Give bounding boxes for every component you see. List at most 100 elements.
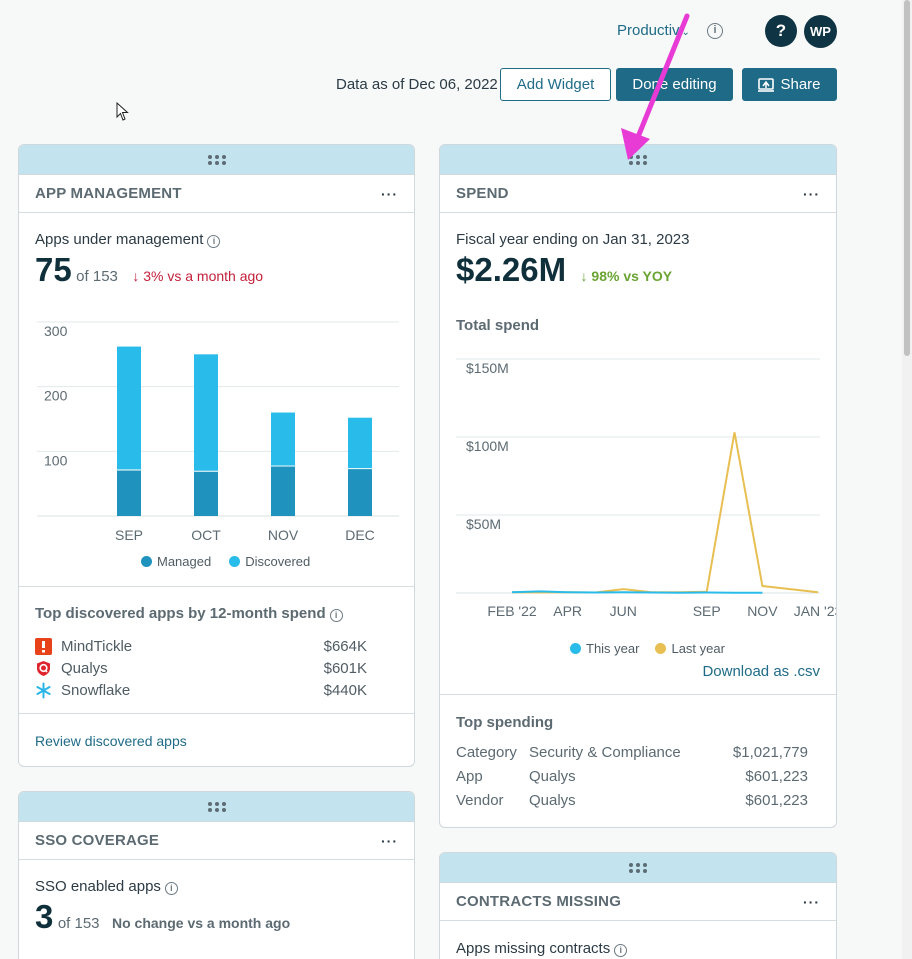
sso-coverage-card: SSO COVERAGE ··· SSO enabled apps i 3 of … <box>18 791 415 959</box>
scrollbar-thumb[interactable] <box>904 0 910 356</box>
drag-dots-icon <box>629 862 647 873</box>
card-title: SPEND <box>456 185 509 202</box>
qualys-icon <box>37 661 50 676</box>
info-icon[interactable]: i <box>207 235 221 248</box>
drag-dots-icon <box>629 154 647 165</box>
legend-managed-dot <box>141 556 152 567</box>
series-line-this-year <box>511 590 763 594</box>
bar-managed-dec <box>348 468 372 516</box>
legend-last-year: Last year <box>671 641 725 656</box>
mindtickle-icon <box>35 638 52 655</box>
x-tick-label: NOV <box>268 527 299 543</box>
top-apps-title: Top discovered apps by 12-month spend <box>35 605 326 622</box>
share-icon <box>758 78 775 92</box>
legend-this-year: This year <box>586 641 640 656</box>
card-title: APP MANAGEMENT <box>35 185 182 202</box>
mouse-cursor-icon <box>116 102 129 121</box>
metric-value: $2.26M <box>456 251 567 288</box>
x-tick-label: OCT <box>191 527 221 543</box>
drag-dots-icon <box>207 154 226 165</box>
environment-dropdown[interactable]: Productiv ⌄ <box>617 22 690 39</box>
bar-managed-nov <box>271 465 295 516</box>
x-tick-label: JUN <box>610 603 637 619</box>
chart-legend: This year Last year <box>570 641 725 656</box>
metric-total: of 153 <box>57 915 100 932</box>
bar-discovered-dec <box>348 417 372 469</box>
more-options-button[interactable]: ··· <box>803 185 820 202</box>
drag-handle[interactable] <box>19 145 414 175</box>
metric-delta: ↓ 3% vs a month ago <box>132 268 264 284</box>
list-item[interactable]: Snowflake $440K <box>35 682 367 699</box>
chevron-down-icon: ⌄ <box>681 27 690 38</box>
drag-handle[interactable] <box>440 853 836 883</box>
x-tick-label: FEB '22 <box>487 603 537 619</box>
y-tick-label: $150M <box>466 360 509 376</box>
list-item[interactable]: MindTickle $664K <box>35 638 367 655</box>
legend-managed: Managed <box>157 554 212 569</box>
x-tick-label: APR <box>553 603 582 619</box>
apps-bar-chart: 100 200 300 SEP OCT NOV DEC <box>37 321 399 543</box>
drag-handle[interactable] <box>19 792 414 822</box>
download-csv-link[interactable]: Download as .csv <box>702 663 820 680</box>
legend-discovered: Discovered <box>245 554 311 569</box>
bar-managed-oct <box>194 470 218 516</box>
contracts-missing-card: CONTRACTS MISSING ··· Apps missing contr… <box>439 852 837 959</box>
info-icon[interactable]: i <box>164 882 178 895</box>
more-options-button[interactable]: ··· <box>381 185 398 202</box>
bar-discovered-sep <box>117 346 141 470</box>
drag-dots-icon <box>207 801 226 812</box>
metric-value: 3 <box>35 898 54 935</box>
metric-label: Fiscal year ending on Jan 31, 2023 <box>456 231 690 248</box>
card-title: CONTRACTS MISSING <box>456 893 622 910</box>
help-button[interactable]: ? <box>765 15 797 47</box>
metric-label: Apps under management <box>35 231 204 248</box>
x-tick-label: DEC <box>345 527 375 543</box>
y-tick-label: $50M <box>466 516 501 532</box>
more-options-button[interactable]: ··· <box>803 893 820 910</box>
metric-delta: No change vs a month ago <box>111 915 291 931</box>
metric-delta: ↓ 98% vs YOY <box>580 268 673 284</box>
data-as-of-text: Data as of Dec 06, 2022 <box>336 76 498 93</box>
chart-legend: Managed Discovered <box>141 554 310 569</box>
share-button[interactable]: Share <box>742 68 837 101</box>
spend-line-chart: $150M $100M $50M FEB '22 APR JUN SEP NOV JAN '23 <box>456 358 836 619</box>
share-label: Share <box>780 76 821 93</box>
legend-this-year-dot <box>570 643 581 654</box>
review-discovered-apps-link[interactable]: Review discovered apps <box>35 733 187 749</box>
info-icon[interactable]: i <box>707 23 723 39</box>
metric-value: 75 <box>35 251 72 288</box>
y-tick-label: 200 <box>44 388 68 404</box>
add-widget-button[interactable]: Add Widget <box>500 68 611 101</box>
top-spending-title: Top spending <box>456 714 554 731</box>
x-tick-label: JAN '23 <box>794 603 836 619</box>
list-item[interactable]: Qualys $601K <box>35 660 367 677</box>
bar-managed-sep <box>117 469 141 516</box>
y-tick-label: 300 <box>44 323 68 339</box>
card-title: SSO COVERAGE <box>35 832 160 849</box>
user-avatar[interactable]: WP <box>804 15 837 48</box>
y-tick-label: 100 <box>44 452 68 468</box>
metric-label: SSO enabled apps <box>35 878 161 895</box>
spend-card: SPEND ··· Fiscal year ending on Jan 31, … <box>439 144 837 828</box>
drag-handle[interactable] <box>440 145 836 175</box>
y-tick-label: $100M <box>466 438 509 454</box>
x-tick-label: SEP <box>693 603 721 619</box>
legend-discovered-dot <box>229 556 241 567</box>
total-spend-title: Total spend <box>456 317 540 334</box>
x-tick-label: SEP <box>115 527 143 543</box>
info-icon[interactable]: i <box>329 609 343 622</box>
page-scrollbar[interactable] <box>902 0 912 959</box>
done-editing-button[interactable]: Done editing <box>616 68 733 101</box>
legend-last-year-dot <box>655 643 667 654</box>
series-line-last-year <box>511 432 819 594</box>
info-icon[interactable]: i <box>614 944 628 957</box>
metric-total: of 153 <box>76 268 118 285</box>
bar-discovered-nov <box>271 412 295 466</box>
metric-label: Apps missing contracts <box>456 940 611 957</box>
more-options-button[interactable]: ··· <box>381 832 398 849</box>
environment-label: Productiv <box>617 22 680 39</box>
snowflake-icon <box>36 682 51 699</box>
x-tick-label: NOV <box>747 603 778 619</box>
bar-discovered-oct <box>194 354 218 471</box>
app-management-card: APP MANAGEMENT ··· Apps under management… <box>18 144 415 767</box>
